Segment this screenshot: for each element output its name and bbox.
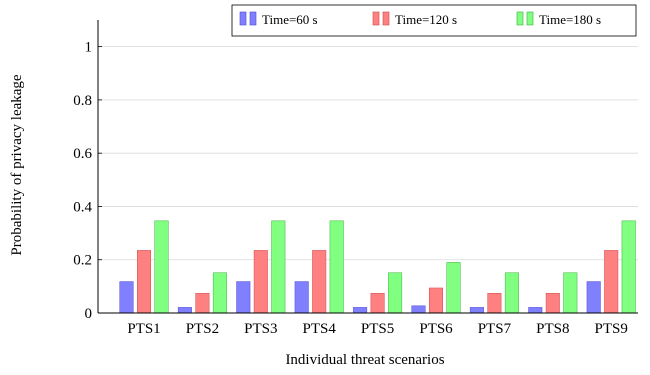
bar-pts8-series-1 bbox=[528, 307, 543, 314]
x-tick-label: PTS9 bbox=[595, 321, 628, 337]
bar-pts9-series-2 bbox=[604, 250, 619, 314]
x-tick-label: PTS3 bbox=[244, 321, 277, 337]
bar-pts2-series-1 bbox=[177, 307, 192, 314]
legend-label: Time=60 s bbox=[262, 12, 318, 27]
bar-pts9-series-3 bbox=[621, 220, 636, 314]
y-tick-label: 0.8 bbox=[73, 93, 92, 109]
bar-pts1-series-3 bbox=[154, 220, 169, 314]
x-tick-label: PTS8 bbox=[536, 321, 569, 337]
bar-pts3-series-2 bbox=[253, 250, 268, 314]
x-axis-label: Individual threat scenarios bbox=[285, 352, 444, 368]
y-tick-label: 0.4 bbox=[73, 199, 92, 215]
bar-pts8-series-2 bbox=[545, 293, 560, 314]
legend: Time=60 s Time=120 s Time=180 s bbox=[231, 4, 637, 37]
bar-pts2-series-3 bbox=[212, 272, 227, 314]
x-tick-label: PTS2 bbox=[186, 321, 219, 337]
legend-swatch bbox=[372, 11, 380, 26]
bar-pts4-series-3 bbox=[329, 220, 344, 314]
bar-pts1-series-1 bbox=[119, 281, 134, 314]
bar-pts9-series-1 bbox=[586, 281, 601, 314]
legend-swatch bbox=[526, 11, 534, 26]
y-tick-labels: 0 0.2 0.4 0.6 0.8 1 bbox=[73, 40, 92, 322]
bar-pts2-series-2 bbox=[195, 293, 210, 314]
legend-swatch bbox=[239, 11, 247, 26]
bar-pts6-series-1 bbox=[411, 305, 426, 314]
bar-pts1-series-2 bbox=[137, 250, 151, 314]
bar-pts5-series-2 bbox=[370, 293, 385, 314]
bar-pts7-series-3 bbox=[504, 272, 519, 314]
bar-pts3-series-1 bbox=[236, 281, 251, 314]
axes bbox=[97, 20, 638, 314]
legend-swatch bbox=[249, 11, 257, 26]
y-tick-label: 0 bbox=[85, 306, 93, 322]
bar-pts5-series-3 bbox=[388, 272, 403, 314]
bar-pts8-series-3 bbox=[563, 272, 578, 314]
grid-lines bbox=[98, 46, 638, 261]
y-tick-label: 0.2 bbox=[73, 253, 92, 269]
y-tick-label: 0.6 bbox=[73, 146, 92, 162]
bar-pts6-series-3 bbox=[446, 262, 461, 314]
y-axis-label: Probability of privacy leakage bbox=[9, 74, 25, 256]
legend-swatch bbox=[382, 11, 390, 26]
x-tick-label: PTS1 bbox=[127, 321, 160, 337]
x-tick-label: PTS5 bbox=[361, 321, 394, 337]
bar-pts3-series-3 bbox=[271, 220, 286, 314]
bar-pts6-series-2 bbox=[429, 287, 443, 314]
legend-box bbox=[231, 4, 637, 37]
y-tick-label: 1 bbox=[85, 40, 93, 56]
bars bbox=[119, 220, 636, 314]
legend-swatch bbox=[516, 11, 524, 26]
bar-pts7-series-1 bbox=[469, 307, 484, 314]
legend-label: Time=120 s bbox=[395, 12, 457, 27]
x-tick-label: PTS7 bbox=[478, 321, 512, 337]
bar-pts4-series-2 bbox=[312, 250, 327, 314]
x-tick-label: PTS4 bbox=[303, 321, 337, 337]
legend-label: Time=180 s bbox=[539, 12, 601, 27]
x-tick-label: PTS6 bbox=[419, 321, 453, 337]
bar-pts4-series-1 bbox=[294, 281, 309, 314]
x-tick-labels: PTS1 PTS2 PTS3 PTS4 PTS5 PTS6 PTS7 PTS8 PTS9 bbox=[127, 321, 628, 337]
bar-pts5-series-1 bbox=[353, 307, 368, 314]
bar-pts7-series-2 bbox=[487, 293, 502, 314]
